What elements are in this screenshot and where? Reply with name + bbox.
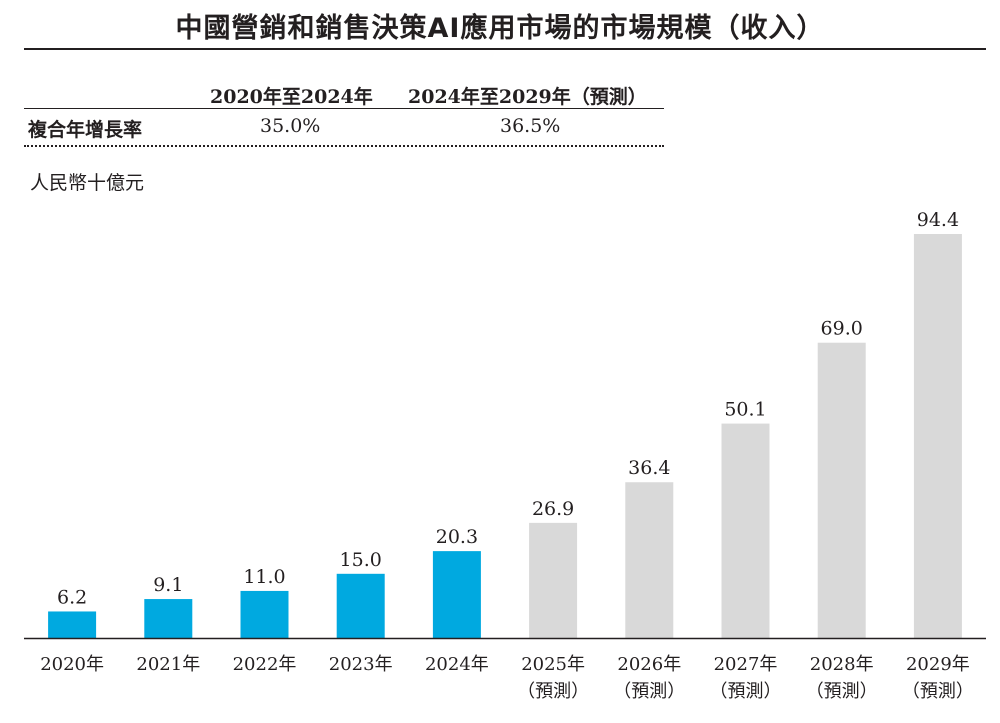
cagr-value-historical: 35.0%: [260, 115, 321, 137]
cagr-value-row: 複合年增長率 35.0% 36.5%: [24, 109, 664, 147]
title-divider: [24, 48, 986, 50]
data-label: 69.0: [821, 318, 863, 340]
bar-2021年: [144, 599, 193, 638]
x-tick-label: 2028年: [810, 654, 874, 675]
bar-2022年: [240, 590, 289, 638]
x-tick-label: 2025年: [521, 654, 585, 675]
data-label: 26.9: [532, 498, 574, 520]
x-tick-label: 2029年: [906, 654, 970, 675]
cagr-value-forecast: 36.5%: [500, 115, 561, 137]
data-label: 94.4: [917, 209, 959, 231]
unit-label: 人民幣十億元: [30, 172, 145, 194]
x-tick-sublabel: （預測）: [613, 681, 685, 702]
x-tick-label: 2026年: [617, 654, 681, 675]
x-tick-sublabel: （預測）: [517, 681, 589, 702]
cagr-header-row: 2020年至2024年 2024年至2029年（預測）: [24, 78, 664, 109]
x-tick-label: 2023年: [329, 654, 393, 675]
cagr-header-historical: 2020年至2024年: [210, 86, 373, 108]
cagr-row-label: 複合年增長率: [28, 119, 143, 141]
data-label: 15.0: [340, 549, 382, 571]
bar-2029年: [913, 234, 962, 638]
bar-2020年: [48, 611, 97, 638]
bar-2027年: [721, 423, 770, 638]
cagr-header-forecast: 2024年至2029年（預測）: [408, 86, 647, 108]
cagr-table: 2020年至2024年 2024年至2029年（預測） 複合年增長率 35.0%…: [24, 78, 664, 147]
data-label: 6.2: [57, 586, 87, 608]
data-label: 11.0: [243, 566, 285, 588]
x-tick-sublabel: （預測）: [806, 681, 878, 702]
data-label: 50.1: [724, 399, 766, 421]
x-tick-label: 2020年: [40, 654, 104, 675]
bar-2028年: [817, 342, 866, 638]
bar-2024年: [432, 551, 481, 638]
x-tick-label: 2022年: [233, 654, 297, 675]
data-label: 9.1: [153, 574, 183, 596]
data-label: 20.3: [436, 526, 478, 548]
x-tick-label: 2021年: [136, 654, 200, 675]
data-label: 36.4: [628, 457, 670, 479]
bar-2025年: [529, 522, 578, 638]
x-tick-sublabel: （預測）: [710, 681, 782, 702]
x-tick-label: 2027年: [714, 654, 778, 675]
x-tick-sublabel: （預測）: [902, 681, 974, 702]
bar-2023年: [336, 573, 385, 638]
bar-2026年: [625, 482, 674, 638]
x-tick-label: 2024年: [425, 654, 489, 675]
chart-title: 中國營銷和銷售決策AI應用市場的市場規模（收入）: [175, 13, 825, 44]
